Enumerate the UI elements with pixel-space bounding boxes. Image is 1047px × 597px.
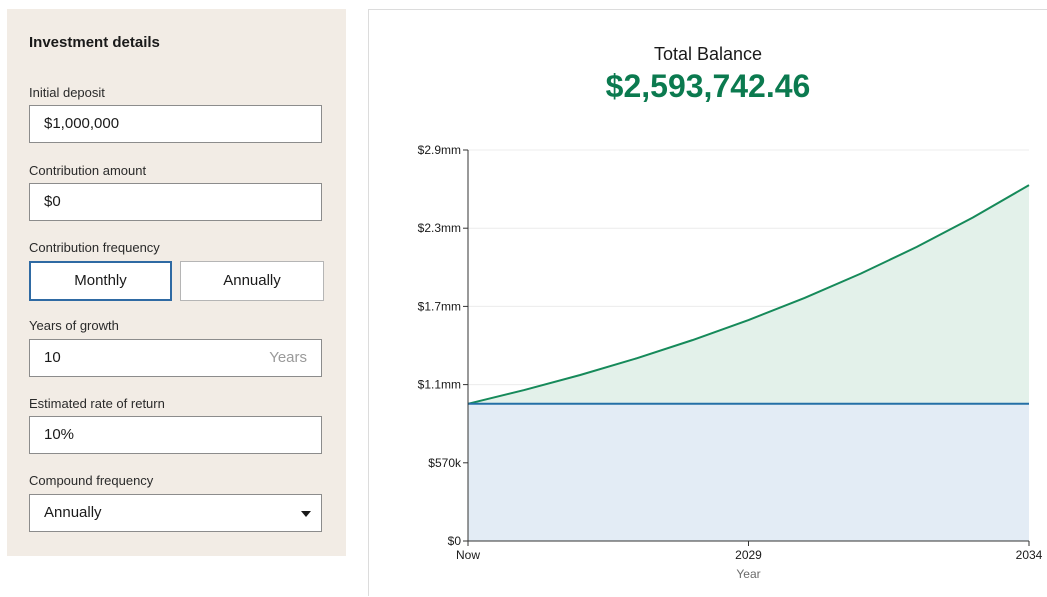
frequency-monthly-button[interactable]: Monthly [29,261,172,301]
y-tick-label: $1.7mm [418,299,461,313]
years-of-growth-label: Years of growth [29,318,119,333]
y-tick-label: $570k [428,456,462,470]
x-axis-title: Year [736,567,760,581]
total-balance-label: Total Balance [653,44,763,64]
rate-of-return-value: 10% [44,426,75,443]
chart-card: Total Balance $2,593,742.46 $0 $570k $1.1m… [368,9,1047,596]
x-tick-label: 2029 [735,548,762,562]
balance-chart: $0 $570k $1.1mm $1.7mm $2.3mm $2.9mm Now 2029 20… [418,143,1043,581]
frequency-annually-label: Annually [223,272,281,289]
y-tick-label: $2.3mm [418,221,461,235]
frequency-annually-button[interactable]: Annually [180,261,324,301]
chevron-down-icon [301,511,311,517]
y-tick-label: $1.1mm [418,378,461,392]
compound-frequency-select[interactable]: Annually [29,494,322,532]
years-of-growth-input[interactable]: 10 Years [29,339,322,377]
frequency-monthly-label: Monthly [74,272,127,289]
investment-details-panel: Investment details Initial deposit $1,00… [7,9,346,556]
contribution-amount-value: $0 [44,193,61,210]
years-suffix: Years [269,349,307,366]
initial-deposit-label: Initial deposit [29,85,105,100]
x-tick-label: 2034 [1016,548,1043,562]
total-balance-line [467,184,1030,405]
years-of-growth-value: 10 [44,349,61,366]
rate-of-return-label: Estimated rate of return [29,396,165,411]
initial-deposit-value: $1,000,000 [44,115,120,132]
total-balance-value: $2,593,742.46 [605,68,811,104]
initial-deposit-input[interactable]: $1,000,000 [29,105,322,143]
growth-area [468,185,1029,404]
compound-frequency-value: Annually [44,504,102,521]
y-tick-label: $0 [448,534,462,548]
principal-area [468,403,1029,541]
y-tick-label: $2.9mm [418,143,461,157]
contribution-amount-input[interactable]: $0 [29,183,322,221]
panel-title: Investment details [29,34,160,51]
x-tick-label: Now [456,548,480,562]
compound-frequency-label: Compound frequency [29,473,154,488]
contribution-amount-label: Contribution amount [29,163,147,178]
rate-of-return-input[interactable]: 10% [29,416,322,454]
contribution-frequency-label: Contribution frequency [29,240,160,255]
